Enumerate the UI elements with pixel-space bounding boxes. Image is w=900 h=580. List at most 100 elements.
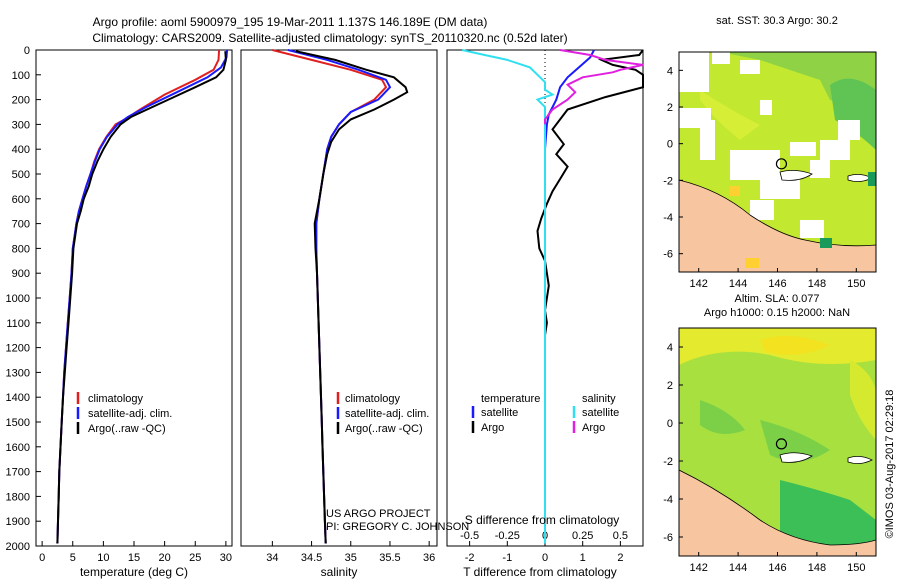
- x-tick-label: 144: [729, 562, 747, 574]
- y-tick-label: 2000: [6, 541, 30, 553]
- y-tick-label: 900: [12, 268, 30, 280]
- y-tick-label: 600: [12, 194, 30, 206]
- x-tick-label: 150: [847, 278, 865, 290]
- x-tick-label: 15: [128, 552, 140, 564]
- project-credit: US ARGO PROJECT: [326, 508, 431, 520]
- y-tick-label: 2: [667, 102, 673, 114]
- temperature-legend: climatology satellite-adj. clim. Argo(..…: [76, 392, 172, 435]
- legend-label: climatology: [88, 393, 144, 405]
- y-tick-label: 1300: [6, 367, 30, 379]
- sla-map-axes: 142 144 146 148 150 4 2 0 -2 -4 -6: [663, 342, 865, 574]
- temperature-axis-label: temperature (deg C): [80, 565, 188, 579]
- salinity-axis-label: salinity: [321, 565, 358, 579]
- sst-map-title: sat. SST: 30.3 Argo: 30.2: [716, 15, 838, 27]
- y-tick-label: 0: [24, 45, 30, 57]
- series-line: [536, 49, 644, 544]
- y-tick-label: 500: [12, 169, 30, 181]
- legend-title: salinity: [582, 393, 616, 405]
- s-tick-label: 0.25: [572, 530, 593, 542]
- y-tick-label: -4: [663, 494, 673, 506]
- series-line: [544, 49, 595, 544]
- legend-label: satellite-adj. clim.: [88, 408, 172, 420]
- y-tick-label: 4: [667, 342, 673, 354]
- y-tick-label: 1700: [6, 467, 30, 479]
- y-tick-label: -2: [663, 175, 673, 187]
- salinity-plot: 34 34.5 35 35.5 36: [266, 49, 435, 564]
- salinity-legend: climatology satellite-adj. clim. Argo(..…: [336, 392, 429, 435]
- y-tick-label: 300: [12, 119, 30, 131]
- sla-map: [679, 328, 876, 556]
- y-tick-label: 400: [12, 144, 30, 156]
- series-line: [461, 49, 555, 544]
- x-tick-label: 10: [97, 552, 109, 564]
- sst-map-axes: 142 144 146 148 150 4 2 0 -2 -4 -6: [663, 65, 865, 290]
- x-tick-label: 142: [690, 278, 708, 290]
- legend-title: temperature: [481, 393, 540, 405]
- y-tick-label: 1500: [6, 417, 30, 429]
- difference-legend-salinity: salinity satellite Argo: [572, 393, 619, 434]
- y-tick-label: 1400: [6, 392, 30, 404]
- x-tick-label: 1: [580, 552, 586, 564]
- x-tick-label: 146: [768, 562, 786, 574]
- argo-location-marker: [775, 438, 788, 450]
- imos-stamp: ©IMOS 03-Aug-2017 02:29:18: [884, 390, 896, 539]
- x-tick-label: 0: [542, 552, 548, 564]
- y-tick-label: 1200: [6, 343, 30, 355]
- y-tick-label: -4: [663, 212, 673, 224]
- x-tick-label: 2: [617, 552, 623, 564]
- y-tick-label: 1100: [6, 318, 30, 330]
- difference-legend-temperature: temperature satellite Argo: [471, 393, 540, 434]
- t-difference-axis-label: T difference from climatology: [463, 565, 617, 579]
- x-tick-label: 148: [808, 278, 826, 290]
- y-tick-label: -6: [663, 249, 673, 261]
- x-tick-label: 30: [220, 552, 232, 564]
- y-tick-label: 1000: [6, 293, 30, 305]
- legend-label: Argo: [481, 422, 504, 434]
- series-line: [56, 49, 229, 544]
- series-line: [295, 50, 409, 544]
- sst-map: [679, 52, 876, 272]
- series-line: [56, 49, 221, 544]
- legend-label: satellite: [582, 407, 619, 419]
- legend-label: satellite: [481, 407, 518, 419]
- y-tick-label: 4: [667, 65, 673, 77]
- x-tick-label: 25: [189, 552, 201, 564]
- argo-location-marker: [775, 158, 788, 170]
- x-tick-label: 35.5: [379, 552, 400, 564]
- figure-title-line1: Argo profile: aoml 5900979_195 19-Mar-20…: [93, 15, 488, 29]
- x-tick-label: 146: [768, 278, 786, 290]
- y-tick-label: 0: [667, 418, 673, 430]
- y-tick-label: 1600: [6, 442, 30, 454]
- series-line: [287, 49, 392, 544]
- x-tick-label: 34: [266, 552, 278, 564]
- difference-plot: -2 -1 0 1 2-0.5 -0.25 0 0.25 0.5: [460, 49, 644, 564]
- temperature-panel-frame: [35, 49, 233, 547]
- y-tick-label: 700: [12, 219, 30, 231]
- y-tick-label: 200: [12, 95, 30, 107]
- legend-label: Argo(..raw -QC): [345, 423, 423, 435]
- legend-label: Argo(..raw -QC): [88, 423, 166, 435]
- temperature-plot: 0 5 10 15 20 25 300100200300400500600700800900…: [6, 45, 232, 564]
- x-tick-label: 35: [345, 552, 357, 564]
- x-tick-label: 142: [690, 562, 708, 574]
- x-tick-label: 0: [39, 552, 45, 564]
- legend-label: satellite-adj. clim.: [345, 408, 429, 420]
- y-tick-label: -6: [663, 532, 673, 544]
- series-line: [56, 51, 227, 544]
- sla-map-title-line1: Altim. SLA: 0.077: [735, 293, 820, 305]
- salinity-panel-frame: [240, 49, 438, 547]
- y-tick-label: 1800: [6, 491, 30, 503]
- sla-map-title-line2: Argo h1000: 0.15 h2000: NaN: [704, 307, 850, 319]
- y-tick-label: 800: [12, 243, 30, 255]
- x-tick-label: 34.5: [301, 552, 322, 564]
- y-tick-label: -2: [663, 456, 673, 468]
- y-tick-label: 2: [667, 380, 673, 392]
- legend-label: climatology: [345, 393, 401, 405]
- x-tick-label: 148: [808, 562, 826, 574]
- x-tick-label: -2: [465, 552, 475, 564]
- y-tick-label: 0: [667, 139, 673, 151]
- s-tick-label: 0.5: [613, 530, 628, 542]
- x-tick-label: 5: [70, 552, 76, 564]
- s-tick-label: -0.5: [460, 530, 479, 542]
